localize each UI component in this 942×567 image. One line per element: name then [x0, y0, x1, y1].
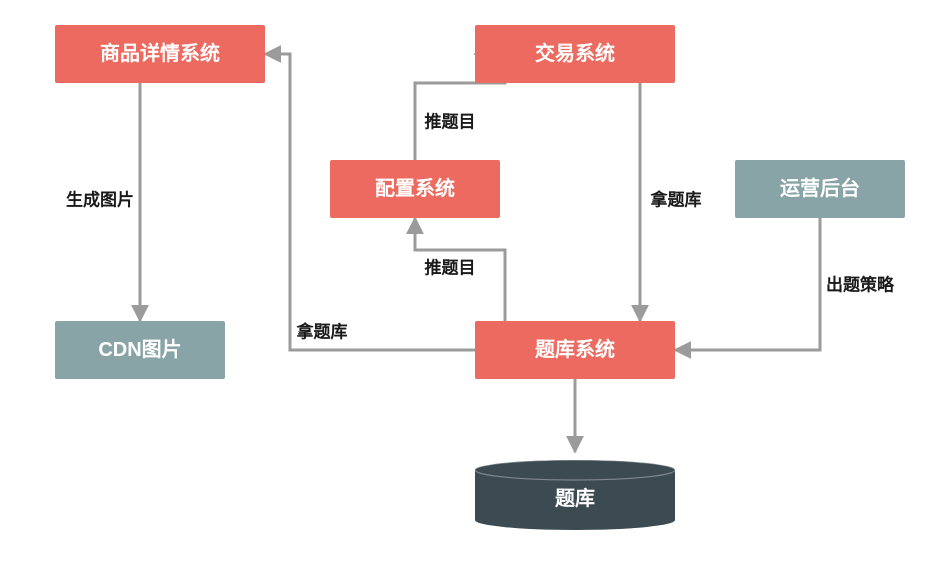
node-label-db: 题库	[555, 486, 595, 510]
node-label-trade: 交易系统	[535, 41, 615, 65]
node-cdn: CDN图片	[55, 321, 225, 379]
edge-label-e3: 推题目	[425, 112, 476, 132]
node-label-qbank: 题库系统	[535, 337, 615, 361]
node-ops: 运营后台	[735, 160, 905, 218]
node-config: 配置系统	[330, 160, 500, 218]
node-trade: 交易系统	[475, 25, 675, 83]
node-qbank: 题库系统	[475, 321, 675, 379]
node-label-product: 商品详情系统	[100, 41, 220, 65]
edge-label-e2: 拿题库	[296, 322, 348, 342]
edge-label-e4: 推题目	[425, 258, 476, 278]
node-product: 商品详情系统	[55, 25, 265, 83]
edge-label-e1: 生成图片	[66, 190, 134, 210]
node-label-ops: 运营后台	[780, 176, 860, 200]
node-label-config: 配置系统	[375, 176, 455, 200]
node-label-cdn: CDN图片	[98, 338, 181, 361]
edge-label-e5: 拿题库	[650, 190, 702, 210]
edge-label-e6: 出题策略	[826, 275, 895, 295]
node-db: 题库	[475, 460, 675, 530]
